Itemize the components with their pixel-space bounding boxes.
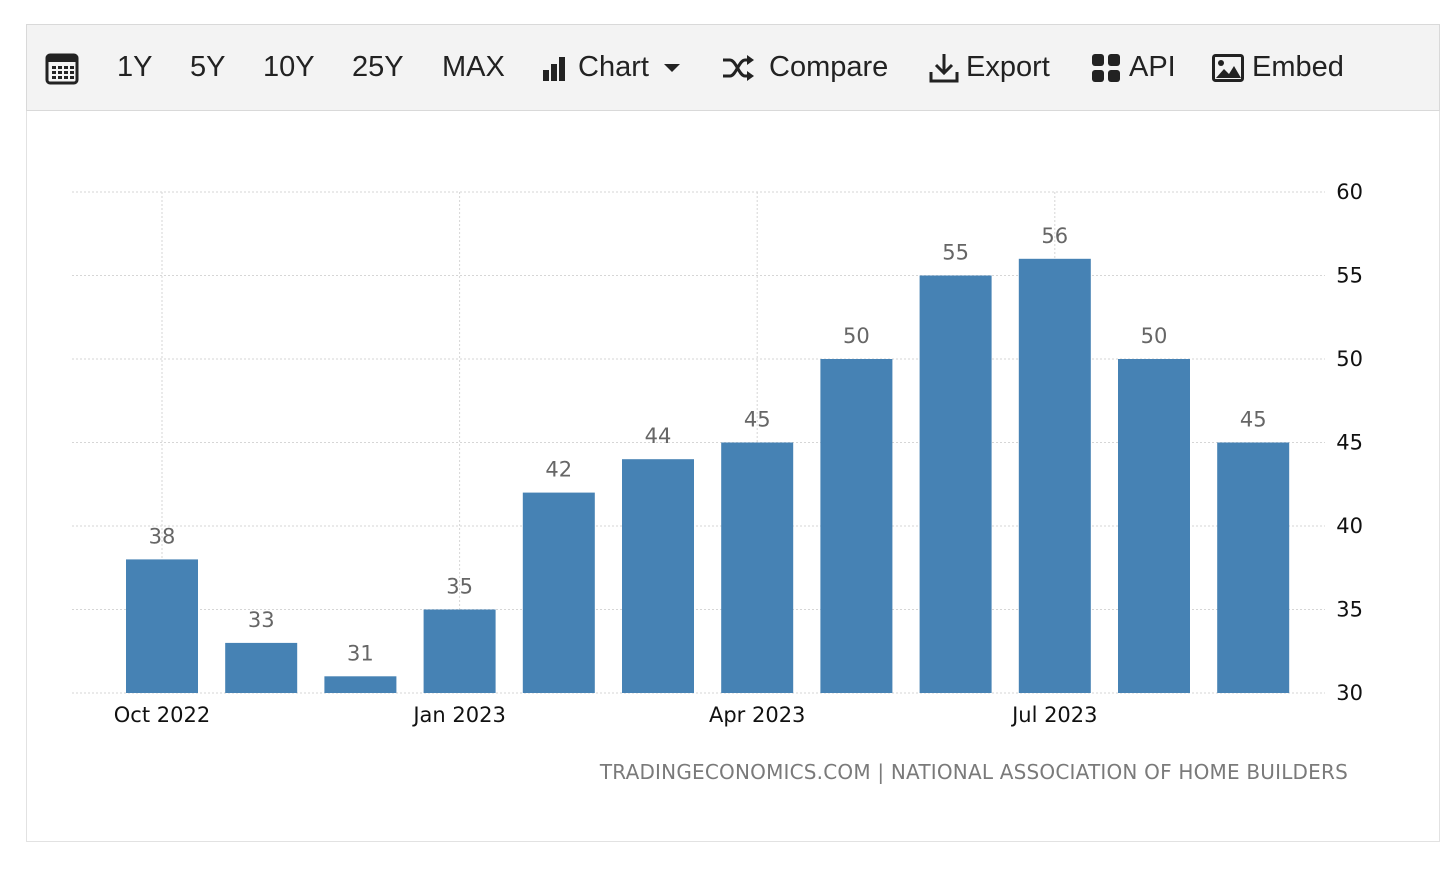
y-tick-label: 50 (1336, 347, 1363, 371)
x-tick-label: Jul 2023 (1010, 703, 1097, 727)
export-label: Export (966, 51, 1050, 83)
embed-button[interactable]: Embed (1212, 25, 1344, 110)
chart-label: Chart (578, 51, 649, 83)
bar (324, 676, 397, 693)
data-label: 50 (1141, 324, 1168, 348)
source-attribution: TRADINGECONOMICS.COM | NATIONAL ASSOCIAT… (599, 760, 1348, 784)
bar (423, 609, 496, 693)
x-tick-label: Oct 2022 (114, 703, 210, 727)
range-5y-button[interactable]: 5Y (190, 51, 226, 83)
bar (1018, 258, 1091, 693)
data-label: 45 (1240, 408, 1267, 432)
image-icon (1212, 53, 1244, 82)
data-label: 33 (248, 608, 275, 632)
bar (622, 459, 694, 693)
bar (126, 559, 198, 693)
range-25y-button[interactable]: 25Y (352, 51, 404, 83)
y-tick-label: 60 (1336, 180, 1363, 204)
data-label: 38 (149, 524, 176, 548)
data-label: 56 (1041, 224, 1068, 248)
data-label: 45 (744, 408, 771, 432)
chart-type-dropdown[interactable]: Chart (542, 25, 681, 110)
range-max-button[interactable]: MAX (442, 51, 505, 83)
calendar-icon (45, 51, 79, 85)
compare-button[interactable]: Compare (721, 25, 888, 110)
y-tick-label: 35 (1336, 598, 1363, 622)
bar (522, 492, 595, 693)
data-label: 31 (347, 641, 374, 665)
y-tick-label: 30 (1336, 681, 1363, 705)
bar (225, 642, 298, 693)
toolbar: 1Y 5Y 10Y 25Y MAX Chart Compare (26, 24, 1440, 111)
caret-down-icon (663, 62, 681, 74)
chart-frame (26, 24, 1440, 842)
x-tick-label: Apr 2023 (709, 703, 805, 727)
bar (820, 359, 893, 693)
bar (919, 275, 992, 693)
y-tick-label: 55 (1336, 264, 1363, 288)
embed-label: Embed (1252, 51, 1344, 83)
data-label: 42 (545, 458, 572, 482)
api-button[interactable]: API (1091, 25, 1176, 110)
bar (1118, 359, 1190, 693)
bar (721, 442, 794, 693)
api-label: API (1129, 51, 1176, 83)
data-label: 55 (942, 241, 969, 265)
y-tick-label: 40 (1336, 514, 1363, 538)
bar-chart-icon (542, 54, 570, 82)
calendar-button[interactable] (45, 25, 79, 110)
range-1y-button[interactable]: 1Y (117, 51, 153, 83)
download-icon (928, 52, 960, 84)
compare-label: Compare (769, 51, 889, 83)
data-label: 50 (843, 324, 870, 348)
x-tick-label: Jan 2023 (411, 703, 506, 727)
data-label: 44 (645, 424, 672, 448)
shuffle-icon (721, 54, 755, 82)
y-tick-label: 45 (1336, 431, 1363, 455)
range-10y-button[interactable]: 10Y (263, 51, 315, 83)
bar (1217, 442, 1290, 693)
export-button[interactable]: Export (928, 25, 1050, 110)
grid-icon (1091, 53, 1121, 83)
data-label: 35 (446, 575, 473, 599)
